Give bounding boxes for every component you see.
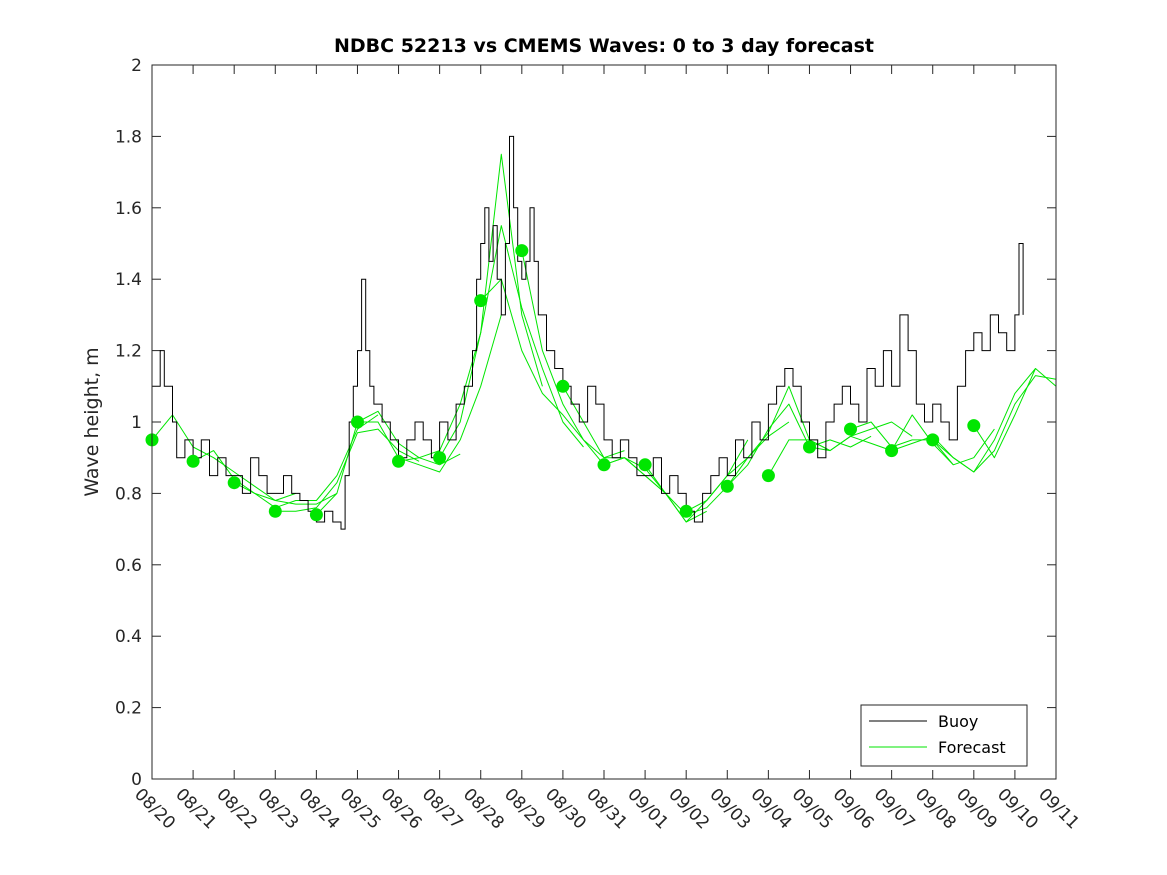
forecast-marker <box>885 444 899 458</box>
plot-frame <box>151 64 1057 780</box>
y-tick-label: 0.6 <box>115 556 142 576</box>
y-tick-label: 1.8 <box>115 127 142 147</box>
forecast-series <box>151 153 1057 523</box>
forecast-marker <box>474 294 488 308</box>
legend: Buoy Forecast <box>860 704 1028 767</box>
y-axis-label: Wave height, m <box>81 347 103 496</box>
forecast-run-line <box>398 153 543 462</box>
forecast-marker <box>227 476 241 490</box>
forecast-run-line <box>973 368 1057 459</box>
forecast-marker <box>803 440 816 454</box>
forecast-marker <box>515 244 529 258</box>
forecast-marker <box>720 479 734 493</box>
forecast-marker <box>268 504 282 518</box>
legend-forecast-label: Forecast <box>938 738 1006 757</box>
chart-title: NDBC 52213 vs CMEMS Waves: 0 to 3 day fo… <box>334 35 874 57</box>
forecast-marker <box>679 504 693 518</box>
forecast-marker <box>761 469 775 483</box>
y-tick-label: 1 <box>131 413 142 433</box>
forecast-marker <box>967 419 981 433</box>
forecast-marker <box>638 458 652 472</box>
legend-box <box>860 704 1028 767</box>
y-tick-label: 0.2 <box>115 699 142 719</box>
y-tick-label: 1.6 <box>115 199 142 219</box>
forecast-run-line <box>357 314 502 473</box>
forecast-markers <box>145 244 981 522</box>
axis-ticks <box>151 64 1057 780</box>
y-tick-label: 0 <box>131 770 142 790</box>
forecast-run-line <box>685 385 831 512</box>
forecast-run-line <box>316 410 461 516</box>
forecast-marker <box>556 379 570 393</box>
forecast-run-line <box>726 403 872 487</box>
y-tick-label: 0.4 <box>115 627 142 647</box>
forecast-marker <box>597 458 611 472</box>
y-tick-label: 0.8 <box>115 484 142 504</box>
forecast-run-line <box>439 225 584 458</box>
legend-buoy-label: Buoy <box>938 712 978 731</box>
forecast-run-line <box>480 278 625 459</box>
forecast-marker <box>186 454 200 468</box>
forecast-run-line <box>192 450 338 505</box>
y-tick-label: 1.2 <box>115 342 142 362</box>
forecast-marker <box>433 451 447 465</box>
y-tick-labels: 0 0.2 0.4 0.6 0.8 1 1.2 1.4 1.6 1.8 2 <box>115 56 142 790</box>
forecast-marker <box>351 415 364 429</box>
forecast-run-line <box>932 375 1057 473</box>
forecast-marker <box>309 508 323 522</box>
y-tick-label: 2 <box>131 56 142 76</box>
y-tick-label: 1.4 <box>115 270 142 290</box>
forecast-marker <box>926 433 940 447</box>
forecast-marker <box>844 422 857 436</box>
forecast-marker <box>392 454 405 468</box>
